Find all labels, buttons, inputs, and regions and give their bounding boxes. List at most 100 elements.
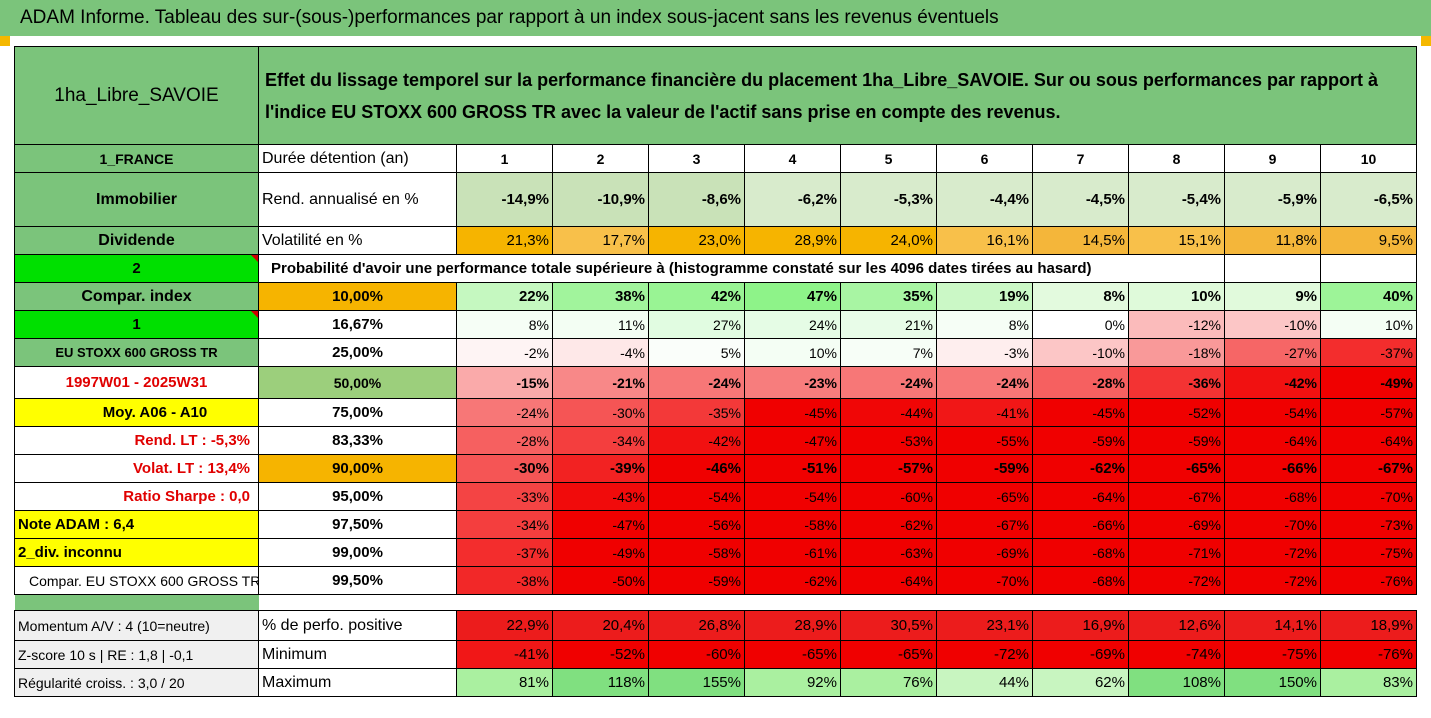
percentile-cell: -58%: [648, 538, 745, 567]
year-header-1: 1: [456, 144, 553, 173]
percentile-cell: -42%: [1224, 366, 1321, 399]
percentile-cell: -43%: [552, 482, 649, 511]
percentile-cell: -3%: [936, 338, 1033, 367]
metric-value: 12,6%: [1128, 610, 1225, 641]
annualized-return-value: -6,2%: [744, 172, 841, 227]
row-label: 1997W01 - 2025W31: [14, 366, 259, 399]
percentile-cell: -55%: [936, 426, 1033, 455]
table-row: Immobilier Rend. annualisé en % -14,9% -10,…: [14, 172, 1417, 227]
annualized-return-value: -4,5%: [1032, 172, 1129, 227]
row-label: Ratio Sharpe : 0,0: [14, 482, 259, 511]
indicator-label: Régularité croiss. : 3,0 / 20: [14, 668, 259, 697]
percentile-cell: 42%: [648, 282, 745, 311]
percentile-cell: -23%: [744, 366, 841, 399]
percentile-cell: -64%: [1032, 482, 1129, 511]
percentile-cell: 10%: [1320, 310, 1417, 339]
percentile-cell: -41%: [936, 398, 1033, 427]
metric-value: -65%: [840, 640, 937, 669]
percentile-cell: -24%: [936, 366, 1033, 399]
percentile-cell: -15%: [456, 366, 553, 399]
indicator-label: Momentum A/V : 4 (10=neutre): [14, 610, 259, 641]
percentile-cell: -62%: [744, 566, 841, 595]
percentile-cell: -51%: [744, 454, 841, 483]
year-header-7: 7: [1032, 144, 1129, 173]
year-header-10: 10: [1320, 144, 1417, 173]
spacer-green: [14, 594, 259, 611]
percentile-cell: -67%: [936, 510, 1033, 539]
volatility-value: 24,0%: [840, 226, 937, 255]
metric-value: -65%: [744, 640, 841, 669]
metric-value: -76%: [1320, 640, 1417, 669]
metric-value: 44%: [936, 668, 1033, 697]
table-row: [14, 594, 1417, 611]
volatility-value: 23,0%: [648, 226, 745, 255]
year-header-4: 4: [744, 144, 841, 173]
percentile-cell: -68%: [1032, 538, 1129, 567]
year-header-2: 2: [552, 144, 649, 173]
percentile-cell: -34%: [456, 510, 553, 539]
row-label: 2_div. inconnu: [14, 538, 259, 567]
metric-label: Minimum: [258, 640, 457, 669]
metric-value: 20,4%: [552, 610, 649, 641]
percentile-cell: -33%: [456, 482, 553, 511]
percentile-cell: -56%: [648, 510, 745, 539]
table-row: 1 16,67% 8% 11% 27% 24% 21% 8% 0% -12% -10% 10%: [14, 310, 1417, 339]
percentile-cell: -27%: [1224, 338, 1321, 367]
percentile-cell: 7%: [840, 338, 937, 367]
percentile-cell: -53%: [840, 426, 937, 455]
percentile-cell: -54%: [1224, 398, 1321, 427]
percentile-value: 75,00%: [258, 398, 457, 427]
table-description: Effet du lissage temporel sur la perform…: [258, 46, 1417, 145]
performance-table: 1ha_Libre_SAVOIE Effet du lissage tempor…: [14, 46, 1417, 697]
percentile-cell: -75%: [1320, 538, 1417, 567]
percentile-cell: 8%: [936, 310, 1033, 339]
percentile-cell: -65%: [936, 482, 1033, 511]
metric-value: -52%: [552, 640, 649, 669]
percentile-cell: -50%: [552, 566, 649, 595]
annualized-return-value: -5,4%: [1128, 172, 1225, 227]
asset-class-label: Immobilier: [14, 172, 259, 227]
percentile-cell: -69%: [1128, 510, 1225, 539]
percentile-cell: -70%: [936, 566, 1033, 595]
empty-cell: [1224, 254, 1321, 283]
metric-value: -41%: [456, 640, 553, 669]
percentile-cell: -66%: [1032, 510, 1129, 539]
percentile-cell: -24%: [648, 366, 745, 399]
percentile-cell: -47%: [552, 510, 649, 539]
percentile-cell: -28%: [1032, 366, 1129, 399]
annualized-return-value: -14,9%: [456, 172, 553, 227]
row-label: Compar. EU STOXX 600 GROSS TR: [14, 566, 259, 595]
percentile-cell: -66%: [1224, 454, 1321, 483]
percentile-cell: -36%: [1128, 366, 1225, 399]
percentile-value: 97,50%: [258, 510, 457, 539]
percentile-cell: 0%: [1032, 310, 1129, 339]
volatility-value: 28,9%: [744, 226, 841, 255]
metric-value: -75%: [1224, 640, 1321, 669]
volatility-value: 14,5%: [1032, 226, 1129, 255]
percentile-cell: -2%: [456, 338, 553, 367]
row-label: Compar. index: [14, 282, 259, 311]
percentile-cell: -37%: [1320, 338, 1417, 367]
table-row: Volat. LT : 13,4% 90,00% -30% -39% -46% -51% -…: [14, 454, 1417, 483]
percentile-cell: -24%: [456, 398, 553, 427]
percentile-cell: -45%: [1032, 398, 1129, 427]
metric-value: 28,9%: [744, 610, 841, 641]
row-label: 1: [14, 310, 259, 339]
percentile-cell: 47%: [744, 282, 841, 311]
year-header-5: 5: [840, 144, 937, 173]
volatility-value: 16,1%: [936, 226, 1033, 255]
corner-marker-left: [0, 36, 10, 46]
metric-label: % de perfo. positive: [258, 610, 457, 641]
percentile-cell: -72%: [1224, 566, 1321, 595]
percentile-cell: -54%: [744, 482, 841, 511]
volatility-label: Volatilité en %: [258, 226, 457, 255]
percentile-value: 83,33%: [258, 426, 457, 455]
percentile-value: 16,67%: [258, 310, 457, 339]
percentile-cell: -76%: [1320, 566, 1417, 595]
percentile-cell: -64%: [1224, 426, 1321, 455]
percentile-cell: 40%: [1320, 282, 1417, 311]
metric-value: 16,9%: [1032, 610, 1129, 641]
metric-label: Maximum: [258, 668, 457, 697]
percentile-cell: -28%: [456, 426, 553, 455]
